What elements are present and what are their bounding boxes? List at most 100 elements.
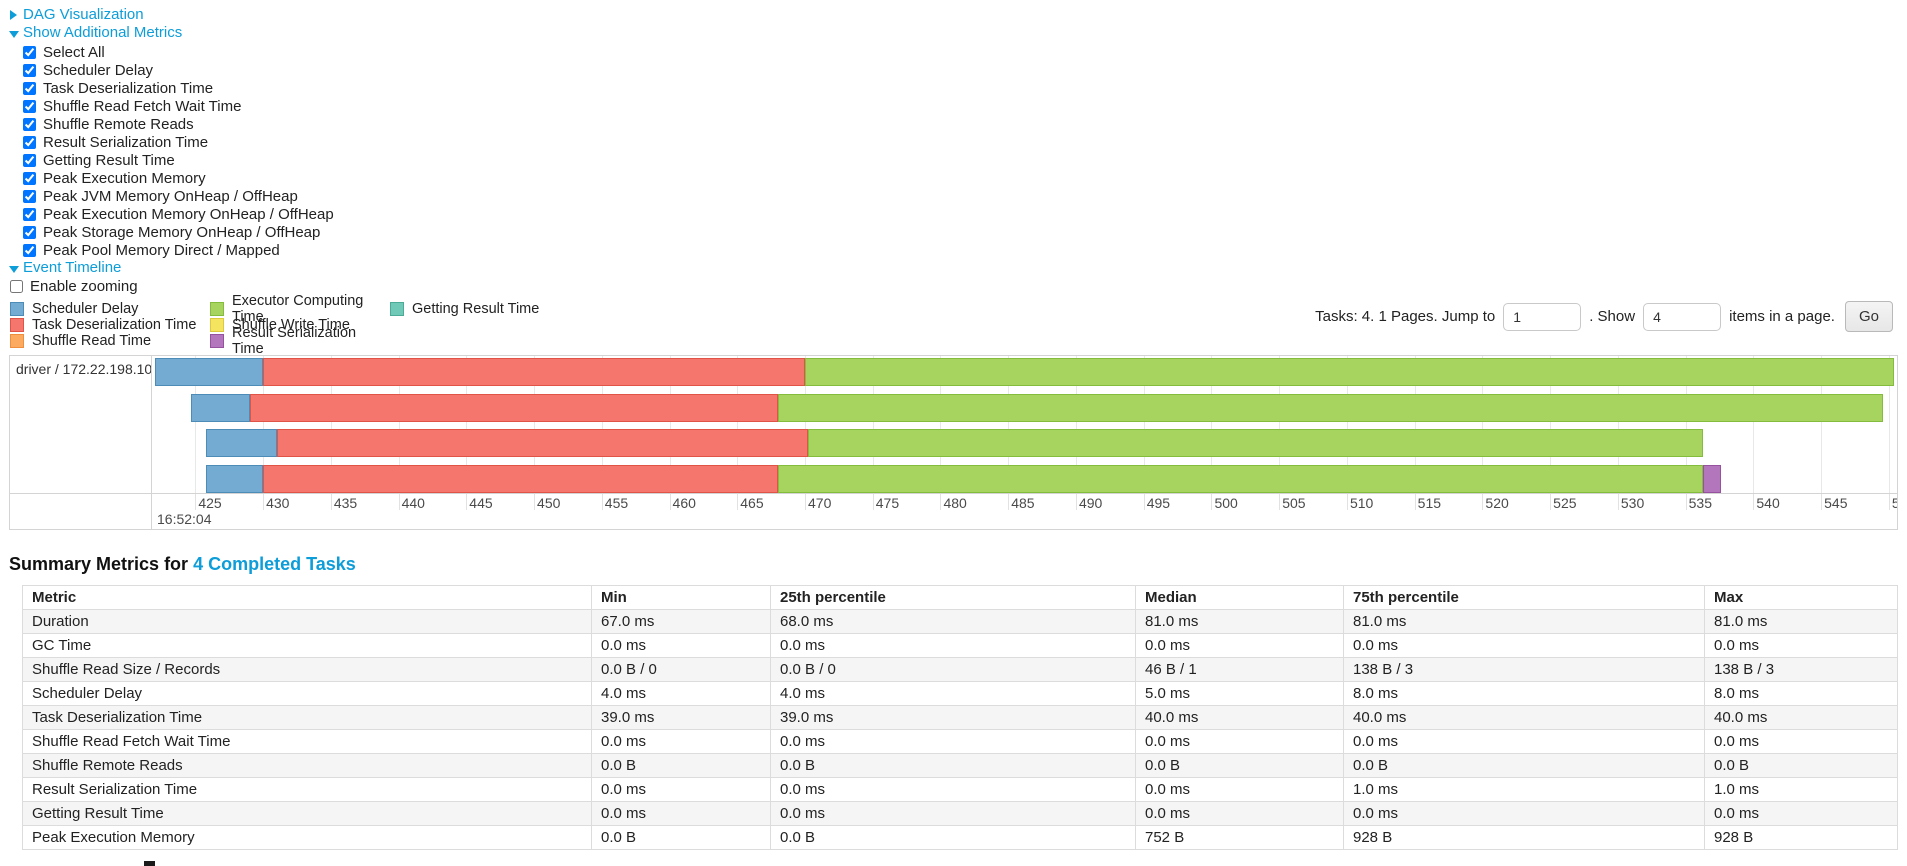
enable-zooming-checkbox[interactable] (10, 279, 23, 293)
timeline-bar-task-3-task-deserialization[interactable] (263, 465, 778, 493)
metric-checkbox-label: Peak JVM Memory OnHeap / OffHeap (43, 187, 298, 205)
grid-line (1075, 356, 1077, 493)
axis-tick-label: 445 (469, 495, 493, 511)
grid-line (1414, 356, 1416, 493)
metric-value-cell: 138 B / 3 (1704, 657, 1898, 682)
go-button[interactable]: Go (1844, 301, 1893, 332)
timeline-bar-task-2-task-deserialization[interactable] (276, 429, 808, 457)
metric-checkbox-row-getting-result-time[interactable]: Getting Result Time (23, 151, 1898, 169)
timeline-bar-task-1-task-deserialization[interactable] (249, 394, 778, 422)
metric-value-cell: 81.0 ms (1704, 609, 1898, 634)
metric-value-cell: 0.0 ms (1135, 729, 1344, 754)
axis-tick-label: 525 (1553, 495, 1577, 511)
grid-line (1008, 356, 1010, 493)
metric-checkbox-peak-execution-memory-onheap-offheap[interactable] (23, 207, 36, 221)
metric-checkbox-peak-storage-memory-onheap-offheap[interactable] (23, 225, 36, 239)
metric-checkbox-task-deserialization-time[interactable] (23, 81, 36, 95)
metric-checkbox-row-shuffle-read-fetch-wait-time[interactable]: Shuffle Read Fetch Wait Time (23, 97, 1898, 115)
jump-to-page-input[interactable] (1503, 302, 1582, 331)
axis-grid-line (805, 494, 806, 510)
grid-line (737, 356, 739, 493)
metric-checkbox-row-peak-pool-memory-direct-mapped[interactable]: Peak Pool Memory Direct / Mapped (23, 241, 1898, 259)
grid-line (1550, 356, 1552, 493)
timeline-bar-task-1-executor-computing[interactable] (777, 394, 1884, 422)
timeline-bar-task-0-scheduler-delay[interactable] (154, 358, 264, 386)
metric-value-cell: 0.0 B (591, 825, 771, 850)
metric-value-cell: 0.0 ms (1704, 729, 1898, 754)
metric-checkbox-row-result-serialization-time[interactable]: Result Serialization Time (23, 133, 1898, 151)
timeline-bar-task-2-scheduler-delay[interactable] (206, 429, 277, 457)
metric-value-cell: 1.0 ms (1343, 777, 1705, 802)
grid-line (1753, 356, 1755, 493)
executor-group-label: driver / 172.22.198.104 (10, 356, 152, 493)
legend-label: Shuffle Read Time (32, 333, 152, 349)
result-serialization-legend-swatch-icon (210, 334, 224, 348)
grid-line (1617, 356, 1619, 493)
axis-major-time-label: 16:52:04 (157, 511, 212, 527)
timeline-bar-task-3-scheduler-delay[interactable] (206, 465, 264, 493)
metric-checkbox-row-scheduler-delay[interactable]: Scheduler Delay (23, 61, 1898, 79)
items-per-page-input[interactable] (1643, 302, 1722, 331)
metric-checkbox-shuffle-remote-reads[interactable] (23, 117, 36, 131)
axis-tick-label: 450 (537, 495, 561, 511)
metric-checkbox-getting-result-time[interactable] (23, 153, 36, 167)
shuffle-read-legend-swatch-icon (10, 334, 24, 348)
axis-tick-label: 520 (1485, 495, 1509, 511)
metric-checkbox-scheduler-delay[interactable] (23, 63, 36, 77)
dag-visualization-toggle[interactable]: DAG Visualization (9, 6, 1898, 24)
legend-label: Scheduler Delay (32, 301, 139, 317)
axis-grid-line (1617, 494, 1619, 510)
show-additional-metrics-toggle[interactable]: Show Additional Metrics (9, 24, 1898, 42)
metric-value-cell: 0.0 ms (1343, 801, 1705, 826)
metric-checkbox-result-serialization-time[interactable] (23, 135, 36, 149)
metric-checkbox-row-shuffle-remote-reads[interactable]: Shuffle Remote Reads (23, 115, 1898, 133)
metric-checkbox-row-peak-jvm-memory-onheap-offheap[interactable]: Peak JVM Memory OnHeap / OffHeap (23, 187, 1898, 205)
metric-value-cell: 0.0 ms (1704, 633, 1898, 658)
metric-checkbox-peak-jvm-memory-onheap-offheap[interactable] (23, 189, 36, 203)
axis-grid-line (1482, 494, 1484, 510)
axis-grid-line (195, 494, 197, 510)
metric-checkbox-row-peak-execution-memory-onheap-offheap[interactable]: Peak Execution Memory OnHeap / OffHeap (23, 205, 1898, 223)
timeline-bar-task-0-task-deserialization[interactable] (263, 358, 805, 386)
legend-column: Scheduler Delay Task Deserialization Time… (10, 301, 210, 349)
grid-line (1143, 356, 1145, 493)
metric-checkbox-label: Peak Storage Memory OnHeap / OffHeap (43, 223, 321, 241)
metric-value-cell: 0.0 ms (1343, 729, 1705, 754)
metric-checkbox-row-task-deserialization-time[interactable]: Task Deserialization Time (23, 79, 1898, 97)
completed-tasks-link[interactable]: 4 Completed Tasks (193, 554, 356, 574)
axis-tick-label: 550 (1889, 495, 1897, 511)
metric-value-cell: 5.0 ms (1135, 681, 1344, 706)
metric-value-cell: 0.0 B (1704, 753, 1898, 778)
timeline-bar-task-3-result-serialization[interactable] (1703, 465, 1721, 493)
metric-value-cell: 0.0 ms (591, 777, 771, 802)
metric-checkbox-row-peak-execution-memory[interactable]: Peak Execution Memory (23, 169, 1898, 187)
metric-value-cell: 67.0 ms (591, 609, 771, 634)
metric-value-cell: 0.0 B / 0 (591, 657, 771, 682)
event-timeline-toggle[interactable]: Event Timeline (9, 259, 1898, 277)
metric-checkbox-row-select-all[interactable]: Select All (23, 43, 1898, 61)
timeline-bar-task-1-scheduler-delay[interactable] (191, 394, 250, 422)
timeline-bar-task-3-executor-computing[interactable] (777, 465, 1704, 493)
collapsed-arrow-icon (10, 10, 17, 20)
event-timeline-label: Event Timeline (23, 259, 122, 276)
metric-checkbox-shuffle-read-fetch-wait-time[interactable] (23, 99, 36, 113)
timeline-bar-task-2-executor-computing[interactable] (807, 429, 1704, 457)
axis-grid-line (1143, 494, 1145, 510)
column-header-max: Max (1704, 585, 1898, 610)
metric-value-cell: 68.0 ms (770, 609, 1136, 634)
metric-value-cell: 0.0 ms (591, 633, 771, 658)
metric-checkbox-label: Shuffle Read Fetch Wait Time (43, 97, 242, 115)
getting-result-legend-swatch-icon (390, 302, 404, 316)
metric-checkbox-select-all[interactable] (23, 45, 36, 59)
metric-value-cell: 928 B (1704, 825, 1898, 850)
enable-zooming-row[interactable]: Enable zooming (10, 277, 1898, 295)
table-row-result-serialization-time: Result Serialization Time 0.0 ms 0.0 ms 0.0… (22, 777, 1898, 802)
timeline-bar-task-0-executor-computing[interactable] (805, 358, 1895, 386)
axis-grid-line (263, 494, 265, 510)
table-header-row: Metric Min 25th percentile Median 75th perce… (22, 585, 1898, 610)
metric-checkbox-row-peak-storage-memory-onheap-offheap[interactable]: Peak Storage Memory OnHeap / OffHeap (23, 223, 1898, 241)
metric-checkbox-peak-execution-memory[interactable] (23, 171, 36, 185)
metric-checkbox-peak-pool-memory-direct-mapped[interactable] (23, 243, 36, 257)
table-row-scheduler-delay: Scheduler Delay 4.0 ms 4.0 ms 5.0 ms 8.0 ms 8… (22, 681, 1898, 706)
metric-checkbox-label: Task Deserialization Time (43, 79, 214, 97)
